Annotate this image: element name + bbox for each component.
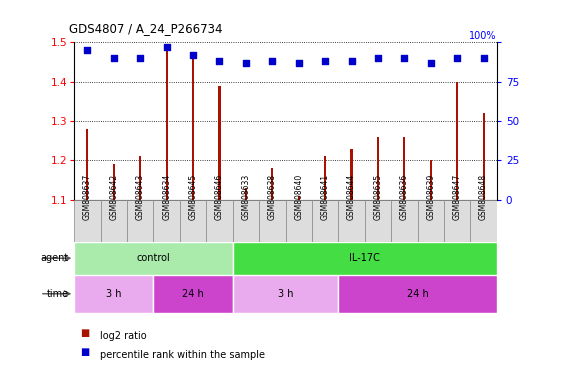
Text: ■: ■ [80,328,89,338]
Point [347,58,356,64]
Point [136,55,145,61]
Bar [403,137,405,200]
Text: GSM808648: GSM808648 [479,174,488,220]
Text: GSM808643: GSM808643 [136,174,145,220]
Text: log2 ratio: log2 ratio [100,331,147,341]
Text: GSM808634: GSM808634 [162,174,171,220]
Bar [127,200,154,242]
Text: time: time [46,289,69,299]
Text: GSM808636: GSM808636 [400,174,409,220]
Point [373,55,383,61]
Point [188,52,198,58]
Point [400,55,409,61]
Text: 100%: 100% [469,31,497,41]
Point [215,58,224,64]
Bar [365,200,391,242]
Text: GSM808645: GSM808645 [188,174,198,220]
Bar [351,149,352,200]
Point [268,58,277,64]
Text: GSM808633: GSM808633 [242,174,251,220]
Text: 24 h: 24 h [407,289,428,299]
Bar [180,200,206,242]
Text: 3 h: 3 h [106,289,122,299]
Text: GSM808646: GSM808646 [215,174,224,220]
Text: GSM808635: GSM808635 [373,174,383,220]
Text: IL-17C: IL-17C [349,253,380,263]
Bar [338,200,365,242]
Point [162,44,171,50]
Bar [74,242,233,275]
Text: control: control [136,253,170,263]
Point [109,55,118,61]
Bar [139,156,141,200]
Point [242,60,251,66]
Bar [391,200,417,242]
Text: GSM808647: GSM808647 [453,174,462,220]
Bar [233,200,259,242]
Text: ■: ■ [80,347,89,357]
Bar [113,164,115,200]
Text: GSM808638: GSM808638 [268,174,277,220]
Bar [233,242,497,275]
Bar [245,188,247,200]
Bar [271,168,274,200]
Text: percentile rank within the sample: percentile rank within the sample [100,350,265,360]
Bar [86,129,89,200]
Bar [166,46,168,200]
Point [479,55,488,61]
Bar [233,275,338,313]
Bar [206,200,233,242]
Bar [471,200,497,242]
Text: GSM808640: GSM808640 [294,174,303,220]
Bar [482,113,485,200]
Bar [430,161,432,200]
Bar [417,200,444,242]
Bar [192,58,194,200]
Text: 3 h: 3 h [278,289,293,299]
Point [453,55,462,61]
Point [426,60,435,66]
Text: GSM808644: GSM808644 [347,174,356,220]
Text: agent: agent [41,253,69,263]
Point [294,60,303,66]
Bar [456,82,458,200]
Text: GSM808641: GSM808641 [320,174,329,220]
Bar [100,200,127,242]
Bar [444,200,471,242]
Text: 24 h: 24 h [182,289,204,299]
Bar [154,275,233,313]
Text: GDS4807 / A_24_P266734: GDS4807 / A_24_P266734 [69,22,222,35]
Bar [312,200,338,242]
Bar [338,275,497,313]
Bar [74,200,100,242]
Bar [219,86,220,200]
Text: GSM808637: GSM808637 [83,174,92,220]
Text: GSM808642: GSM808642 [109,174,118,220]
Bar [154,200,180,242]
Bar [297,196,300,200]
Text: GSM808639: GSM808639 [426,174,435,220]
Point [83,47,92,53]
Point [320,58,329,64]
Bar [259,200,286,242]
Bar [286,200,312,242]
Bar [74,275,154,313]
Bar [377,137,379,200]
Bar [324,156,326,200]
